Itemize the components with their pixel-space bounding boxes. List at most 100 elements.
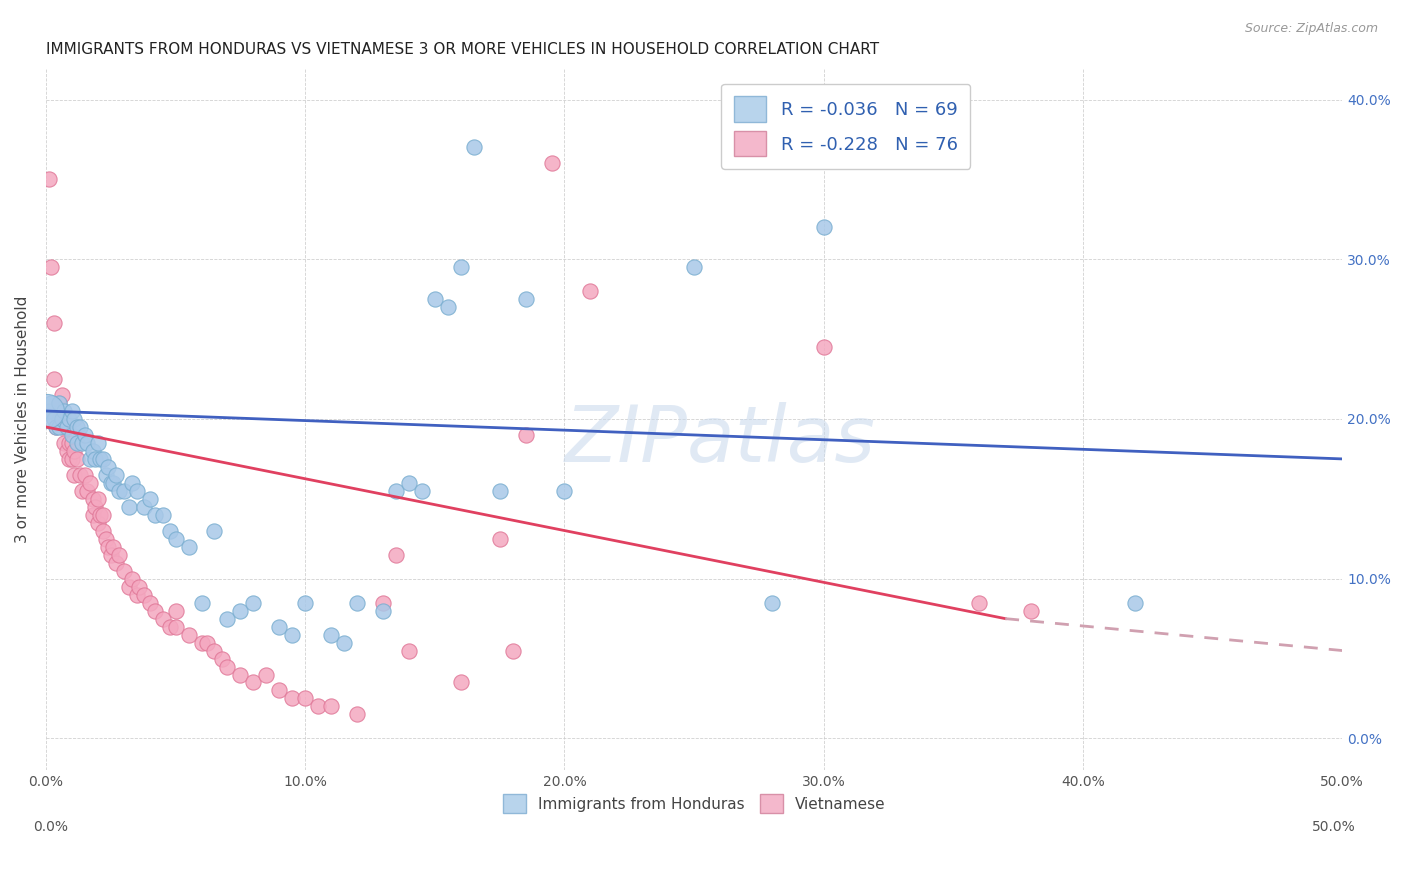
Point [39, 396, 62, 410]
Point [269, 683, 291, 698]
Point [307, 699, 329, 714]
Point [58, 451, 80, 466]
Point [385, 483, 408, 498]
Point [100, 548, 122, 562]
Point [411, 483, 433, 498]
Point [229, 604, 252, 618]
Point [72, 483, 94, 498]
Point [48, 420, 70, 434]
Point [51, 388, 73, 402]
Text: ZIPatlas: ZIPatlas [565, 402, 876, 478]
Point [118, 500, 141, 514]
Point [488, 532, 510, 546]
Point [89, 508, 111, 522]
Point [118, 580, 141, 594]
Point [204, 524, 226, 538]
Point [79, 451, 101, 466]
Point [45, 420, 67, 434]
Point [134, 588, 156, 602]
Point [333, 635, 356, 649]
Point [321, 627, 343, 641]
Point [121, 572, 143, 586]
Point [107, 483, 129, 498]
Point [76, 436, 98, 450]
Point [371, 604, 394, 618]
Point [53, 412, 76, 426]
Point [58, 436, 80, 450]
Text: 50.0%: 50.0% [1312, 820, 1355, 833]
Point [84, 500, 107, 514]
Point [321, 699, 343, 714]
Point [73, 467, 96, 482]
Point [82, 491, 104, 506]
Point [138, 491, 160, 506]
Point [79, 475, 101, 490]
Point [66, 451, 89, 466]
Point [437, 300, 460, 314]
Point [42, 372, 65, 386]
Point [813, 220, 835, 235]
Point [190, 596, 212, 610]
Point [38, 404, 60, 418]
Point [53, 404, 76, 418]
Point [87, 436, 110, 450]
Point [69, 467, 91, 482]
Point [39, 260, 62, 275]
Point [281, 627, 304, 641]
Point [143, 508, 166, 522]
Point [48, 396, 70, 410]
Point [152, 508, 174, 522]
Point [515, 428, 537, 442]
Point [112, 564, 135, 578]
Point [63, 444, 86, 458]
Point [195, 635, 218, 649]
Point [1019, 604, 1042, 618]
Point [51, 420, 73, 434]
Point [55, 420, 77, 434]
Point [683, 260, 706, 275]
Y-axis label: 3 or more Vehicles in Household: 3 or more Vehicles in Household [15, 295, 30, 542]
Point [294, 596, 316, 610]
Point [423, 292, 446, 306]
Point [55, 444, 77, 458]
Point [121, 475, 143, 490]
Point [60, 428, 83, 442]
Point [51, 412, 73, 426]
Point [66, 436, 89, 450]
Point [450, 675, 472, 690]
Point [72, 436, 94, 450]
Text: IMMIGRANTS FROM HONDURAS VS VIETNAMESE 3 OR MORE VEHICLES IN HOUSEHOLD CORRELATI: IMMIGRANTS FROM HONDURAS VS VIETNAMESE 3… [46, 42, 879, 57]
Text: 0.0%: 0.0% [32, 820, 67, 833]
Point [104, 467, 127, 482]
Point [107, 548, 129, 562]
Point [281, 691, 304, 706]
Point [540, 156, 562, 170]
Point [42, 316, 65, 330]
Point [242, 596, 264, 610]
Point [104, 556, 127, 570]
Point [125, 588, 148, 602]
Point [152, 612, 174, 626]
Point [134, 500, 156, 514]
Point [398, 643, 420, 657]
Point [82, 508, 104, 522]
Point [45, 420, 67, 434]
Point [55, 420, 77, 434]
Point [100, 475, 122, 490]
Point [177, 540, 200, 554]
Point [1123, 596, 1146, 610]
Point [813, 340, 835, 354]
Point [242, 675, 264, 690]
Point [165, 604, 187, 618]
Point [103, 540, 125, 554]
Point [128, 580, 150, 594]
Point [53, 436, 76, 450]
Point [204, 643, 226, 657]
Point [66, 420, 89, 434]
Legend: Immigrants from Honduras, Vietnamese: Immigrants from Honduras, Vietnamese [496, 788, 891, 819]
Point [211, 651, 233, 665]
Point [138, 596, 160, 610]
Point [385, 548, 408, 562]
Point [112, 483, 135, 498]
Point [97, 459, 120, 474]
